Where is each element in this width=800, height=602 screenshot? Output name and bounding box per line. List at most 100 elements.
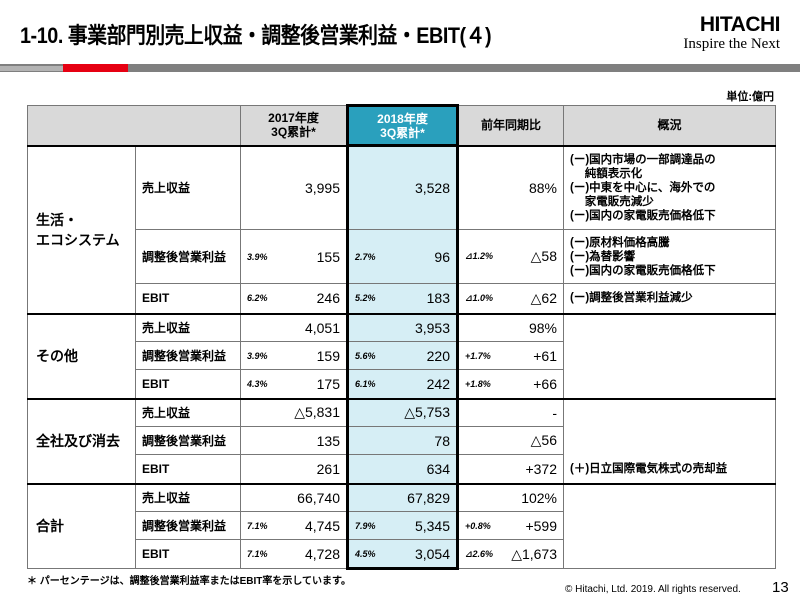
cell-y2017: 261 xyxy=(240,454,348,484)
header-blank xyxy=(27,105,241,146)
amount-value: 183 xyxy=(426,290,450,307)
cell-y2017: 7.1% 4,728 xyxy=(240,539,348,569)
header-yoy: 前年同期比 xyxy=(457,105,564,146)
value-pair: ⊿1.2% △58 xyxy=(465,248,557,265)
row-item: 調整後営業利益 xyxy=(135,426,241,455)
overview-line: (ー)原材料価格高騰 xyxy=(570,236,670,249)
value-pair: 102% xyxy=(465,490,557,506)
ratio-value: +1.8% xyxy=(465,378,491,389)
overview-cell: (ー)調整後営業利益減少 xyxy=(563,283,776,314)
amount-value: 220 xyxy=(426,347,450,364)
table-row: 生活・ エコシステム 売上収益 3,995 3,528 88% (ー)国内市場の一部調達品… xyxy=(27,144,776,314)
unit-label: 単位:億円 xyxy=(726,91,774,103)
overview-cell: (＋)日立国際電気株式の売却益 xyxy=(563,397,776,484)
table-row: 合計 売上収益 66,740 67,829 102% xyxy=(27,482,776,569)
value-pair: 7.1% 4,745 xyxy=(247,518,340,534)
value-pair: - xyxy=(465,405,557,421)
cell-yoy: +372 xyxy=(457,454,564,484)
table-row: EBIT 7.1% 4,728 4.5% 3,054 ⊿2.6% △1,673 xyxy=(28,539,776,570)
cell-y2018: 5.2% 183 xyxy=(346,283,459,314)
amount-value: 5,345 xyxy=(414,517,450,534)
ratio-value: 4.3% xyxy=(247,378,268,389)
cell-y2017: 135 xyxy=(240,426,348,455)
row-item: 売上収益 xyxy=(135,312,241,342)
overview-line: (ー)国内の家電販売価格低下 xyxy=(570,264,716,277)
cell-yoy: 88% xyxy=(457,144,564,230)
amount-value: 78 xyxy=(434,432,450,449)
cell-yoy: 98% xyxy=(457,312,564,342)
overview-line: 家電販売減少 xyxy=(570,195,654,208)
segment-name: 全社及び消去 xyxy=(27,397,136,484)
value-pair: 5.6% 220 xyxy=(355,348,450,364)
cell-y2017: 7.1% 4,745 xyxy=(240,511,348,540)
value-pair: 66,740 xyxy=(247,490,340,506)
ratio-value: ⊿1.0% xyxy=(465,292,494,303)
value-pair: +1.7% +61 xyxy=(465,348,557,364)
segment-results-table: 2017年度 3Q累計* 2018年度 3Q累計* 前年同期比 概況 生活・ エ… xyxy=(27,104,776,570)
cell-y2017: △5,831 xyxy=(240,397,348,427)
hitachi-logo: HITACHI Inspire the Next xyxy=(683,14,780,53)
value-pair: ⊿1.0% △62 xyxy=(465,290,557,307)
amount-value: 3,953 xyxy=(414,319,450,336)
amount-value: 98% xyxy=(528,319,557,336)
overview-line: (ー)中東を中心に、海外での xyxy=(570,181,716,194)
cell-y2018: 78 xyxy=(346,426,459,455)
amount-value: △1,673 xyxy=(511,545,557,562)
value-pair: +0.8% +599 xyxy=(465,518,557,534)
value-pair: 7.1% 4,728 xyxy=(247,546,340,562)
overview-line: (＋)日立国際電気株式の売却益 xyxy=(570,462,728,475)
table-row: 調整後営業利益 3.9% 159 5.6% 220 +1.7% +61 xyxy=(28,341,776,370)
cell-yoy: - xyxy=(457,397,564,427)
amount-value: +66 xyxy=(533,375,557,392)
ratio-value: +1.7% xyxy=(465,350,491,361)
amount-value: △56 xyxy=(530,432,557,448)
cell-y2018: 4.5% 3,054 xyxy=(346,539,459,570)
ratio-value: 7.9% xyxy=(355,520,376,531)
amount-value: 67,829 xyxy=(407,489,450,506)
value-pair: 4.5% 3,054 xyxy=(355,546,450,562)
value-pair: 67,829 xyxy=(355,490,450,506)
cell-y2017: 3.9% 155 xyxy=(240,229,348,284)
header-2018: 2018年度 3Q累計* xyxy=(346,104,459,147)
amount-value: △62 xyxy=(530,289,557,306)
table-row: 調整後営業利益 135 78 △56 xyxy=(28,426,776,455)
amount-value: △58 xyxy=(530,248,557,264)
table-row: EBIT 6.2% 246 5.2% 183 ⊿1.0% △62 (ー)調整後営業利益減少 xyxy=(28,283,776,314)
row-item: 売上収益 xyxy=(135,144,241,230)
value-pair: 3.9% 155 xyxy=(247,249,340,265)
value-pair: 4,051 xyxy=(247,320,340,336)
amount-value: 3,528 xyxy=(414,180,450,196)
ratio-value: 3.9% xyxy=(247,350,268,361)
value-pair: 3,995 xyxy=(247,180,340,196)
overview-line: (ー)国内市場の一部調達品の xyxy=(570,153,716,166)
amount-value: 88% xyxy=(528,179,557,196)
value-pair: △5,831 xyxy=(247,404,340,421)
table-row: EBIT 261 634 +372 xyxy=(28,454,776,484)
row-item: 調整後営業利益 xyxy=(135,341,241,370)
cell-y2018: 2.7% 96 xyxy=(346,229,459,284)
page-title: 1-10. 事業部門別売上収益・調整後営業利益・EBIT(４) xyxy=(20,23,492,48)
amount-value: 261 xyxy=(316,460,340,477)
overview-line: 純額表示化 xyxy=(570,167,643,180)
value-pair: △56 xyxy=(465,432,557,449)
cell-y2018: 3,528 xyxy=(346,144,459,230)
row-item: 調整後営業利益 xyxy=(135,511,241,540)
logo-tagline: Inspire the Next xyxy=(683,36,780,52)
row-item: 調整後営業利益 xyxy=(135,229,241,284)
amount-value: 4,745 xyxy=(304,517,340,534)
value-pair: +372 xyxy=(465,461,557,477)
amount-value: - xyxy=(552,404,557,421)
cell-yoy: 102% xyxy=(457,482,564,512)
amount-value: 3,054 xyxy=(414,545,450,562)
ratio-value: 4.5% xyxy=(355,548,376,559)
amount-value: 4,051 xyxy=(304,319,340,336)
table-row: 調整後営業利益 3.9% 155 2.7% 96 ⊿1.2% △58 (ー)原材料価格高騰 (ー… xyxy=(28,229,776,284)
value-pair: 634 xyxy=(355,461,450,477)
cell-yoy: ⊿1.2% △58 xyxy=(457,229,564,284)
value-pair: 6.1% 242 xyxy=(355,376,450,392)
row-item: EBIT xyxy=(135,283,241,314)
overview-line: (ー)調整後営業利益減少 xyxy=(570,292,693,305)
value-pair: 3,953 xyxy=(355,320,450,336)
cell-yoy: △56 xyxy=(457,426,564,455)
amount-value: 4,728 xyxy=(304,546,340,562)
